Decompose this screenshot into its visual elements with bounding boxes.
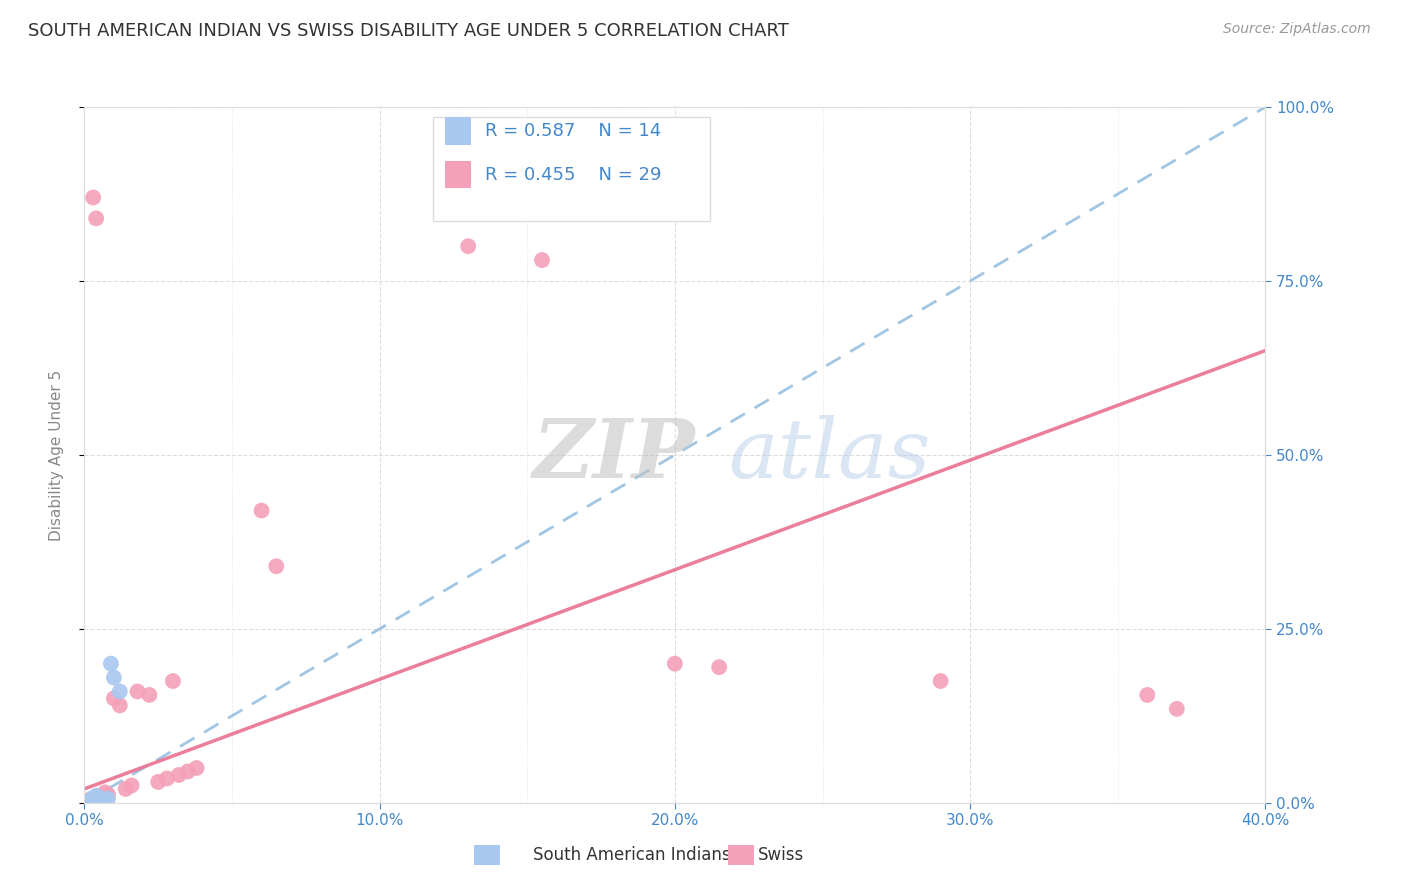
Point bbox=[91, 794, 114, 808]
Point bbox=[177, 764, 200, 779]
Point bbox=[94, 785, 117, 799]
Text: atlas: atlas bbox=[728, 415, 931, 495]
Point bbox=[138, 688, 160, 702]
Point bbox=[91, 790, 114, 805]
Point bbox=[89, 789, 111, 803]
Point bbox=[82, 791, 104, 805]
Point bbox=[121, 778, 143, 792]
Point bbox=[84, 211, 107, 226]
FancyBboxPatch shape bbox=[444, 161, 471, 188]
Point bbox=[100, 657, 122, 671]
Point bbox=[84, 794, 107, 808]
Point bbox=[103, 671, 125, 685]
Point bbox=[162, 674, 184, 689]
Point bbox=[94, 793, 117, 807]
Point bbox=[167, 768, 190, 782]
Point bbox=[76, 794, 98, 808]
Point bbox=[82, 190, 104, 204]
Text: SOUTH AMERICAN INDIAN VS SWISS DISABILITY AGE UNDER 5 CORRELATION CHART: SOUTH AMERICAN INDIAN VS SWISS DISABILIT… bbox=[28, 22, 789, 40]
Text: ZIP: ZIP bbox=[533, 415, 696, 495]
Text: R = 0.587    N = 14: R = 0.587 N = 14 bbox=[485, 122, 661, 140]
Point bbox=[97, 788, 120, 802]
FancyBboxPatch shape bbox=[433, 118, 710, 221]
Point bbox=[114, 781, 136, 796]
Point bbox=[79, 794, 101, 808]
FancyBboxPatch shape bbox=[474, 845, 501, 865]
Point bbox=[127, 684, 149, 698]
FancyBboxPatch shape bbox=[444, 118, 471, 145]
Point bbox=[108, 684, 131, 698]
Point bbox=[82, 792, 104, 806]
Point bbox=[89, 790, 111, 805]
Point bbox=[79, 792, 101, 806]
Text: R = 0.455    N = 29: R = 0.455 N = 29 bbox=[485, 166, 661, 184]
Point bbox=[108, 698, 131, 713]
Point bbox=[89, 792, 111, 806]
Point bbox=[84, 789, 107, 803]
Point bbox=[264, 559, 288, 574]
Point bbox=[156, 772, 179, 786]
Point bbox=[709, 660, 731, 674]
Point bbox=[186, 761, 208, 775]
Y-axis label: Disability Age Under 5: Disability Age Under 5 bbox=[49, 369, 63, 541]
Text: Source: ZipAtlas.com: Source: ZipAtlas.com bbox=[1223, 22, 1371, 37]
Point bbox=[1166, 702, 1188, 716]
Text: Swiss: Swiss bbox=[758, 846, 804, 864]
Point bbox=[457, 239, 479, 253]
Point bbox=[103, 691, 125, 706]
Text: South American Indians: South American Indians bbox=[533, 846, 731, 864]
Point bbox=[250, 503, 273, 517]
FancyBboxPatch shape bbox=[728, 845, 754, 865]
Point bbox=[1136, 688, 1159, 702]
Point bbox=[76, 794, 98, 808]
Point bbox=[530, 253, 553, 268]
Point bbox=[148, 775, 170, 789]
Point bbox=[97, 791, 120, 805]
Point bbox=[929, 674, 952, 689]
Point bbox=[664, 657, 686, 671]
